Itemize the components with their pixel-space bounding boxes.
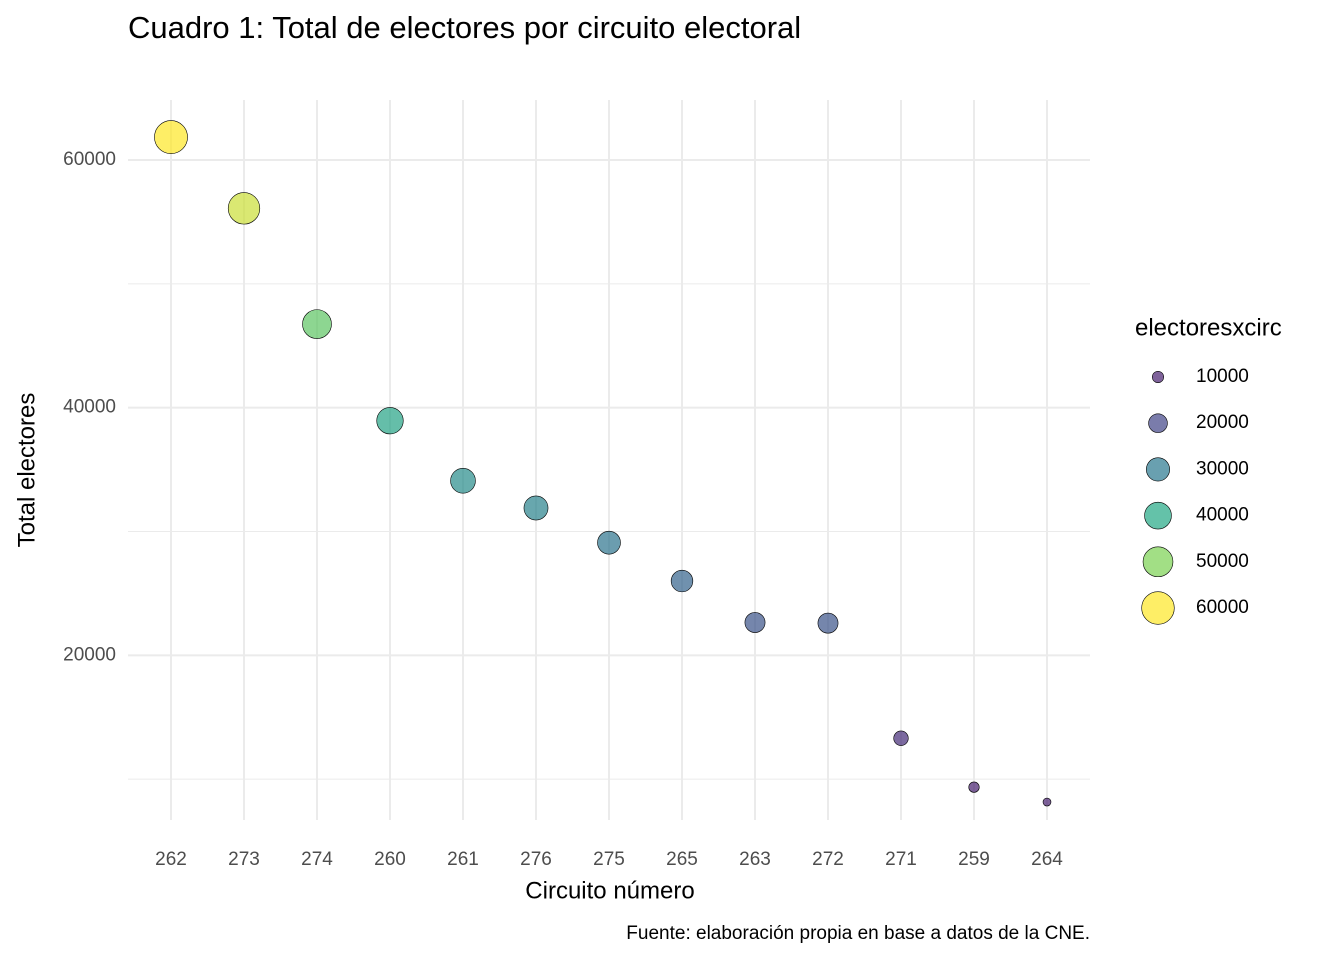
x-tick-label: 265 xyxy=(666,849,698,870)
legend-label: 20000 xyxy=(1196,412,1249,433)
x-tick-label: 259 xyxy=(958,849,990,870)
legend-key xyxy=(1152,371,1164,383)
y-tick-label: 20000 xyxy=(63,644,116,665)
legend-key xyxy=(1148,413,1168,433)
point xyxy=(670,569,694,593)
point xyxy=(597,530,621,555)
x-tick-label: 273 xyxy=(228,849,260,870)
point xyxy=(817,612,839,634)
legend-key xyxy=(1144,501,1172,530)
legend-label: 60000 xyxy=(1196,597,1249,618)
point xyxy=(376,407,404,435)
x-tick-label: 271 xyxy=(885,849,917,870)
x-tick-label: 272 xyxy=(812,849,844,870)
x-tick-label: 260 xyxy=(374,849,406,870)
point xyxy=(523,495,549,521)
y-tick-label: 60000 xyxy=(63,149,116,170)
x-tick-label: 276 xyxy=(520,849,552,870)
legend-label: 30000 xyxy=(1196,458,1249,479)
legend-key xyxy=(1141,591,1175,625)
x-axis-label: Circuito número xyxy=(525,877,694,904)
point xyxy=(302,309,332,339)
caption: Fuente: elaboración propia en base a dat… xyxy=(626,923,1090,944)
x-tick-label: 274 xyxy=(301,849,333,870)
x-tick-label: 263 xyxy=(739,849,771,870)
x-tick-label: 275 xyxy=(593,849,625,870)
x-tick-label: 262 xyxy=(155,849,187,870)
point xyxy=(1042,797,1052,807)
legend-key xyxy=(1146,457,1170,482)
point xyxy=(893,730,909,746)
x-tick-label: 264 xyxy=(1031,849,1063,870)
x-tick-label: 261 xyxy=(447,849,479,870)
legend-title: electoresxcirc xyxy=(1135,314,1282,341)
legend-label: 10000 xyxy=(1196,366,1249,387)
point xyxy=(450,468,476,494)
chart-title: Cuadro 1: Total de electores por circuit… xyxy=(128,10,801,45)
point xyxy=(227,192,261,225)
y-tick-label: 40000 xyxy=(63,397,116,418)
y-axis-label: Total electores xyxy=(13,393,40,548)
legend-label: 50000 xyxy=(1196,551,1249,572)
point xyxy=(968,781,980,793)
legend-label: 40000 xyxy=(1196,505,1249,526)
point xyxy=(744,612,766,633)
legend-key xyxy=(1142,546,1174,578)
point xyxy=(154,120,188,154)
